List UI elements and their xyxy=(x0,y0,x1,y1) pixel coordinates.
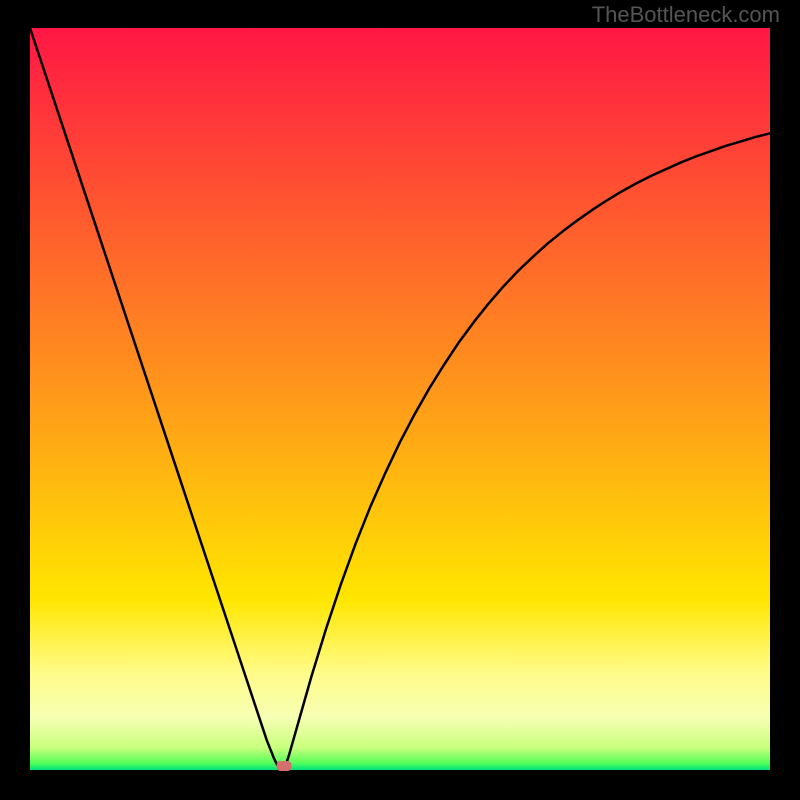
optimal-marker xyxy=(276,761,291,771)
bottleneck-curve xyxy=(30,28,770,770)
watermark-text: TheBottleneck.com xyxy=(592,2,780,28)
curve-svg xyxy=(30,28,770,770)
chart-container: { "watermark": { "text": "TheBottleneck.… xyxy=(0,0,800,800)
plot-area xyxy=(30,28,770,770)
